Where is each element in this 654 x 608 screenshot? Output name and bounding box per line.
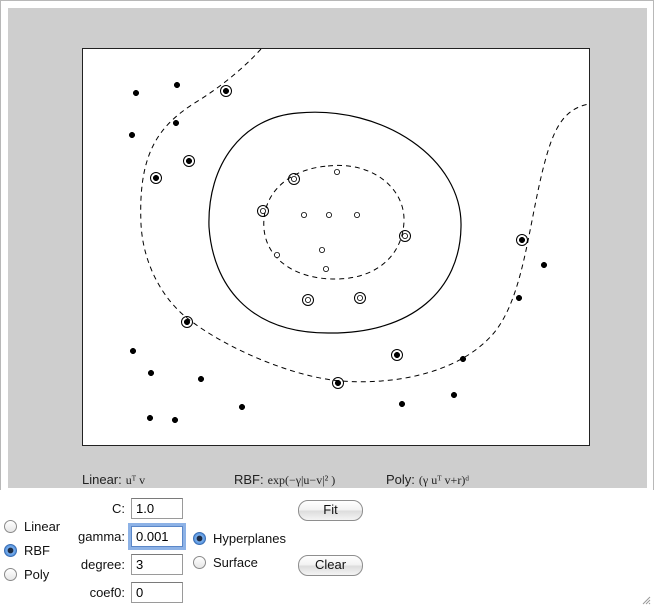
display-radio-hyperplanes[interactable] — [193, 532, 206, 545]
support-vector-ring — [302, 294, 314, 306]
negative-point — [290, 176, 297, 183]
support-vector-ring — [150, 172, 162, 184]
kernel-radio-rbf[interactable] — [4, 544, 17, 557]
linear-kernel-name: Linear: — [82, 472, 122, 487]
positive-point — [147, 369, 155, 377]
kernel-radio-linear-label[interactable]: Linear — [24, 519, 61, 534]
positive-point — [129, 347, 137, 355]
negative-point — [322, 265, 329, 272]
positive-point — [334, 379, 342, 387]
positive-point — [172, 119, 180, 127]
gamma-label: gamma: — [78, 529, 125, 544]
display-radio-surface-label[interactable]: Surface — [213, 555, 258, 570]
support-vector-ring — [183, 155, 195, 167]
positive-point — [152, 174, 160, 182]
positive-point — [173, 81, 181, 89]
positive-point — [393, 351, 401, 359]
positive-point — [146, 414, 154, 422]
positive-point — [222, 87, 230, 95]
support-vector-ring — [181, 316, 193, 328]
negative-point — [304, 296, 311, 303]
degree-input[interactable] — [131, 554, 183, 575]
negative-point — [356, 294, 363, 301]
positive-point — [171, 416, 179, 424]
negative-point — [259, 207, 266, 214]
positive-point — [515, 294, 523, 302]
data-points — [128, 81, 548, 424]
kernel-radio-rbf-label[interactable]: RBF — [24, 543, 50, 558]
linear-kernel-expression: uᵀ v — [125, 473, 146, 487]
fit-button[interactable]: Fit — [298, 500, 363, 521]
support-vector-ring — [516, 234, 528, 246]
svm-plot-svg — [128, 49, 589, 424]
controls-panel: Linear RBF Poly C: gamma: degree: coef0:… — [0, 490, 654, 608]
clear-button[interactable]: Clear — [298, 555, 363, 576]
kernel-radio-linear[interactable] — [4, 520, 17, 533]
positive-point — [183, 318, 191, 326]
positive-point — [518, 236, 526, 244]
rbf-kernel-name: RBF: — [234, 472, 264, 487]
rbf-kernel-expression: exp(−γ|u−v|² ) — [267, 473, 336, 487]
support-vector-ring — [391, 349, 403, 361]
degree-label: degree: — [80, 557, 125, 572]
positive-point — [197, 375, 205, 383]
linear-kernel-formula: Linear: uᵀ v — [82, 472, 145, 488]
negative-point — [300, 211, 307, 218]
support-vector-ring — [332, 377, 344, 389]
positive-point — [128, 131, 136, 139]
positive-point — [540, 261, 548, 269]
c-label: C: — [112, 501, 125, 516]
support-vector-ring — [288, 173, 300, 185]
display-radio-surface[interactable] — [193, 556, 206, 569]
support-vector-ring — [257, 205, 269, 217]
support-vector-ring — [354, 292, 366, 304]
negative-point — [325, 211, 332, 218]
positive-point — [185, 157, 193, 165]
poly-kernel-name: Poly: — [386, 472, 415, 487]
positive-point — [238, 403, 246, 411]
inner-margin — [263, 164, 405, 280]
positive-point — [450, 391, 458, 399]
kernel-radio-poly-label[interactable]: Poly — [24, 567, 50, 582]
c-input[interactable] — [131, 498, 183, 519]
decision-boundary — [208, 111, 462, 334]
negative-point — [353, 211, 360, 218]
kernel-radio-poly[interactable] — [4, 568, 17, 581]
display-radio-hyperplanes-label[interactable]: Hyperplanes — [213, 531, 286, 546]
negative-point — [318, 246, 325, 253]
support-vector-ring — [220, 85, 232, 97]
positive-point — [398, 400, 406, 408]
negative-point — [401, 232, 408, 239]
resize-grip-icon[interactable] — [641, 595, 651, 605]
positive-point — [459, 355, 467, 363]
support-vector-ring — [399, 230, 411, 242]
negative-point — [333, 169, 340, 176]
rbf-kernel-formula: RBF: exp(−γ|u−v|² ) — [234, 472, 335, 488]
poly-kernel-expression: (γ uᵀ v+r)ᵈ — [418, 473, 470, 487]
svm-plot-area[interactable] — [82, 48, 590, 446]
outer-margin — [140, 49, 589, 383]
coef0-input[interactable] — [131, 582, 183, 603]
positive-point — [132, 89, 140, 97]
poly-kernel-formula: Poly: (γ uᵀ v+r)ᵈ — [386, 472, 469, 488]
gamma-input[interactable] — [131, 526, 183, 547]
coef0-label: coef0: — [89, 585, 125, 600]
negative-point — [273, 251, 280, 258]
